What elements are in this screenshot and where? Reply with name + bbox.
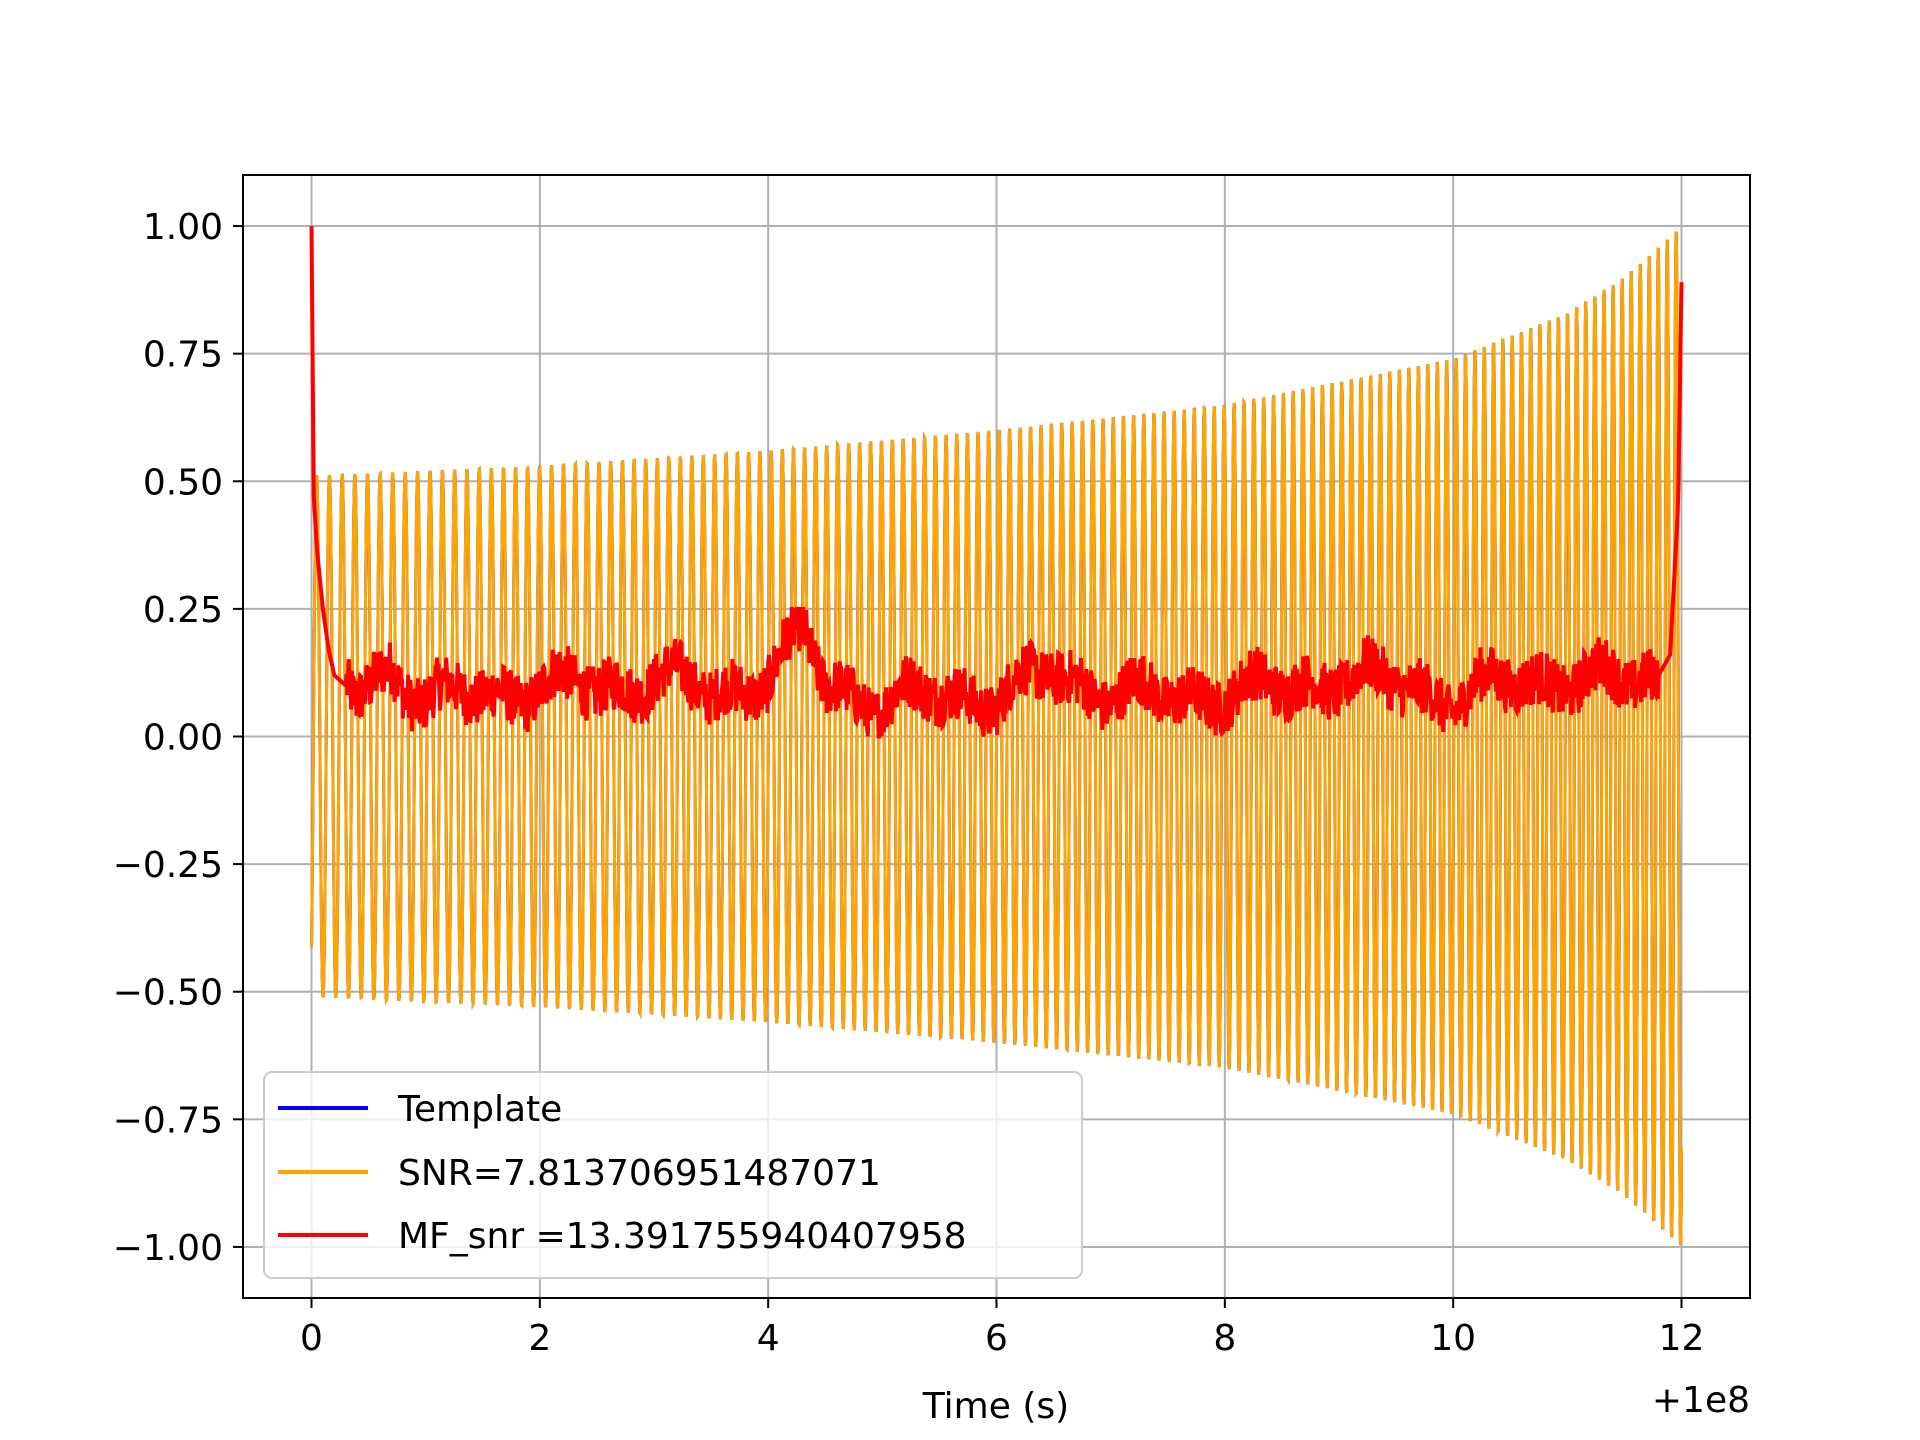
legend-label-snr: SNR=7.813706951487071 <box>398 1153 881 1194</box>
y-tick-label: 0.75 <box>143 335 223 376</box>
series-mf-snr-line <box>309 226 1684 739</box>
x-tick-label: 6 <box>985 1318 1008 1359</box>
x-offset-label: +1e8 <box>1652 1380 1750 1421</box>
x-tick-label: 2 <box>528 1318 551 1359</box>
x-tick-label: 12 <box>1659 1318 1705 1359</box>
x-tick-label: 8 <box>1213 1318 1236 1359</box>
x-tick-label: 0 <box>300 1318 323 1359</box>
y-tick-label: 1.00 <box>143 207 223 248</box>
x-tick-label: 4 <box>757 1318 780 1359</box>
y-tick-label: −0.75 <box>113 1100 223 1141</box>
y-tick-label: −0.50 <box>113 973 223 1014</box>
y-tick-label: −1.00 <box>113 1228 223 1269</box>
legend: Template SNR=7.813706951487071 MF_snr =1… <box>263 1071 1083 1279</box>
series-snr-line <box>310 231 1683 1246</box>
series-layer <box>309 226 1684 1246</box>
legend-label-template: Template <box>397 1089 562 1130</box>
y-tick-label: 0.25 <box>143 590 223 631</box>
ticks: 0 2 4 6 8 10 12 1.00 0.75 0.50 0.25 0.00 −0.25 −0.50 −… <box>113 207 1705 1359</box>
legend-box <box>263 1071 1083 1279</box>
y-tick-label: 0.50 <box>143 462 223 503</box>
x-tick-label: 10 <box>1430 1318 1476 1359</box>
legend-label-mf-snr: MF_snr =13.391755940407958 <box>398 1216 967 1257</box>
x-axis-label: Time (s) <box>922 1386 1069 1427</box>
y-tick-label: −0.25 <box>113 845 223 886</box>
y-tick-label: 0.00 <box>143 718 223 759</box>
